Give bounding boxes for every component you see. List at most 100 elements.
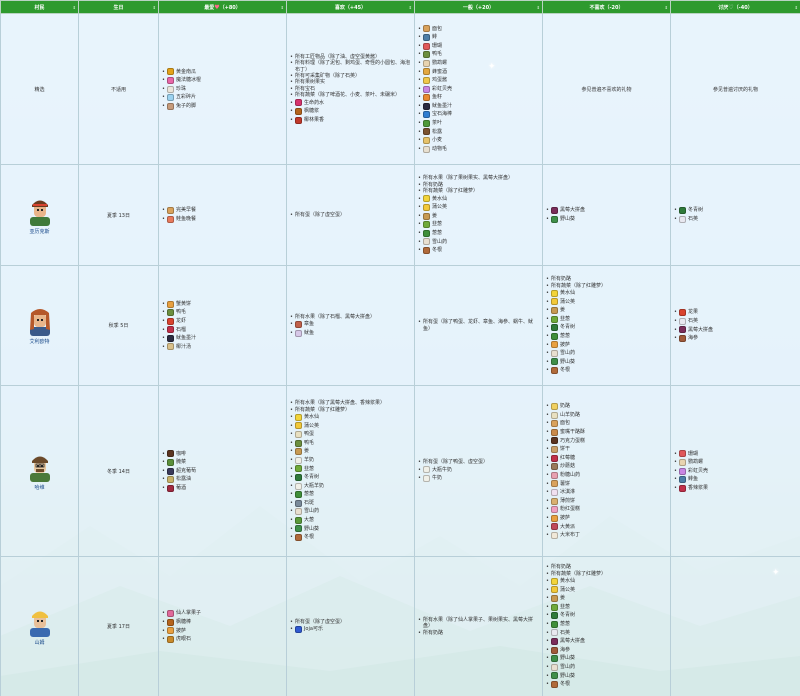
villager-name[interactable]: 艾利欧特 bbox=[29, 339, 50, 345]
villager-name[interactable]: 亚历克斯 bbox=[29, 228, 50, 235]
item-label[interactable]: 黑莓大拼盘 bbox=[559, 207, 585, 214]
item-label[interactable]: 黄金南瓜 bbox=[175, 68, 196, 75]
item-label[interactable]: 野山葵 bbox=[303, 525, 319, 532]
item-label[interactable]: 巧克力蛋糕 bbox=[559, 437, 585, 444]
column-header-villager[interactable]: 村民 ⇕ bbox=[0, 0, 79, 14]
item-label[interactable]: 羊奶 bbox=[303, 456, 314, 463]
item-label[interactable]: 冬根 bbox=[559, 367, 570, 374]
column-header-birthday[interactable]: 生日 ⇕ bbox=[78, 0, 159, 14]
item-label[interactable]: 鱼籽 bbox=[431, 94, 442, 101]
villager-portrait[interactable] bbox=[27, 452, 53, 482]
item-label[interactable]: 黄水仙 bbox=[559, 289, 575, 296]
item-label[interactable]: 鲱鱼 bbox=[687, 476, 698, 483]
item-label[interactable]: 饼干 bbox=[559, 446, 570, 453]
item-label[interactable]: 石英 bbox=[687, 317, 698, 324]
item-label[interactable]: 生命药水 bbox=[303, 99, 324, 106]
item-label[interactable]: 松露油 bbox=[175, 476, 191, 483]
villager-portrait[interactable] bbox=[27, 196, 53, 226]
item-label[interactable]: 冬青树 bbox=[559, 324, 575, 331]
item-label[interactable]: 大瓶牛奶 bbox=[431, 466, 452, 473]
item-label[interactable]: 粉糖山药 bbox=[559, 472, 580, 478]
item-label[interactable]: 面包 bbox=[431, 25, 442, 32]
item-label[interactable]: 珊瑚 bbox=[431, 42, 442, 49]
item-label[interactable]: 冬根 bbox=[559, 681, 570, 688]
villager-name[interactable]: 山姆 bbox=[34, 640, 45, 646]
item-label[interactable]: 大米布丁 bbox=[559, 532, 580, 539]
sort-icon[interactable]: ⇕ bbox=[536, 5, 540, 10]
villager-name[interactable]: 哈维 bbox=[34, 484, 45, 491]
item-label[interactable]: 蒲公英 bbox=[559, 586, 575, 593]
column-header-neutral[interactable]: 一般（+20） ⇕ bbox=[414, 0, 543, 14]
column-header-dislike[interactable]: 不喜欢（-20） ⇕ bbox=[542, 0, 671, 14]
item-label[interactable]: 姜 bbox=[559, 595, 565, 602]
column-header-like[interactable]: 喜欢（+45） ⇕ bbox=[286, 0, 415, 14]
item-label[interactable]: 披萨 bbox=[559, 514, 570, 521]
item-label[interactable]: 宝石海棒 bbox=[431, 111, 452, 118]
item-label[interactable]: 薯饼 bbox=[559, 480, 570, 487]
item-label[interactable]: 鸭毛 bbox=[175, 309, 186, 316]
item-label[interactable]: 鹦鹉螺 bbox=[687, 459, 703, 466]
item-label[interactable]: 鸭毛 bbox=[303, 439, 314, 446]
item-label[interactable]: 姜 bbox=[303, 448, 309, 455]
item-label[interactable]: 椰汁汤 bbox=[175, 343, 191, 350]
item-label[interactable]: 珊瑚 bbox=[687, 450, 698, 457]
item-label[interactable]: 薄煎饼 bbox=[559, 497, 575, 504]
item-label[interactable]: 葱葱 bbox=[431, 229, 442, 236]
item-label[interactable]: 冬根 bbox=[303, 534, 314, 541]
item-label[interactable]: 韭葱 bbox=[559, 603, 570, 610]
item-label[interactable]: 大葱 bbox=[303, 517, 314, 524]
item-label[interactable]: 动物毛 bbox=[431, 145, 447, 152]
item-label[interactable]: 鸡蛋酱 bbox=[431, 77, 447, 84]
item-label[interactable]: 韭葱 bbox=[559, 315, 570, 322]
item-label[interactable]: 蜜嘴干酪酥 bbox=[559, 429, 585, 436]
item-label[interactable]: 葱葱 bbox=[303, 491, 314, 498]
item-label[interactable]: 雪山药 bbox=[431, 238, 447, 245]
item-label[interactable]: 松露 bbox=[431, 128, 442, 135]
item-label[interactable]: 雪山药 bbox=[303, 508, 319, 515]
item-label[interactable]: 龙果 bbox=[687, 309, 698, 316]
item-label[interactable]: 鲱 bbox=[431, 34, 437, 41]
column-header-hate[interactable]: 讨厌 ♡（-40） ⇕ bbox=[670, 0, 800, 14]
item-label[interactable]: 雪山药 bbox=[559, 663, 575, 670]
item-label[interactable]: 魔法糖冰棍 bbox=[175, 77, 201, 84]
item-label[interactable]: 海参 bbox=[559, 646, 570, 653]
villager-portrait[interactable] bbox=[27, 607, 53, 637]
item-label[interactable]: 鱿鱼墨汁 bbox=[175, 335, 196, 342]
item-label[interactable]: 珍珠 bbox=[175, 85, 186, 92]
item-label[interactable]: 野山葵 bbox=[559, 216, 575, 222]
item-label[interactable]: 葡酒 bbox=[175, 484, 186, 491]
item-label[interactable]: 披萨 bbox=[559, 341, 570, 348]
item-label[interactable]: 野山葵 bbox=[559, 358, 575, 365]
item-label[interactable]: 鹦鹉螺 bbox=[431, 59, 447, 66]
item-label[interactable]: 完美早餐 bbox=[175, 207, 196, 214]
item-label[interactable]: 披萨 bbox=[175, 627, 186, 634]
item-label[interactable]: 海参 bbox=[687, 335, 698, 342]
item-label[interactable]: 蒲公英 bbox=[559, 298, 575, 305]
item-label[interactable]: 鱿鱼墨汁 bbox=[431, 102, 452, 109]
gift-note[interactable]: 参见普遍不喜欢的礼物 bbox=[581, 86, 632, 93]
item-label[interactable]: 韭葱 bbox=[303, 465, 314, 472]
item-label[interactable]: 仙人掌果子 bbox=[175, 610, 201, 617]
item-label[interactable]: 石斑 bbox=[303, 499, 314, 506]
item-label[interactable]: 五彩碎片 bbox=[175, 94, 196, 101]
item-label[interactable]: 野山葵 bbox=[559, 655, 575, 662]
item-label[interactable]: 红莓糖 bbox=[559, 454, 575, 461]
sort-icon[interactable]: ⇕ bbox=[408, 5, 412, 10]
sort-icon[interactable]: ⇕ bbox=[72, 5, 76, 10]
item-label[interactable]: 冬青树 bbox=[559, 612, 575, 619]
item-label[interactable]: 冰淇淋 bbox=[559, 489, 575, 496]
item-label[interactable]: 姜 bbox=[431, 212, 437, 219]
item-label[interactable]: 香辣浆果 bbox=[687, 484, 708, 491]
item-label[interactable]: 黄水仙 bbox=[559, 578, 575, 585]
item-label[interactable]: 雪山药 bbox=[559, 350, 575, 357]
item-label[interactable]: 冬根 bbox=[431, 247, 442, 254]
item-label[interactable]: 鱿鱼 bbox=[303, 329, 314, 336]
item-label[interactable]: 兔子的脚 bbox=[175, 102, 196, 109]
item-label[interactable]: 面包 bbox=[559, 420, 570, 427]
item-label[interactable]: 葱葱 bbox=[559, 332, 570, 339]
item-label[interactable]: 蒲公英 bbox=[303, 422, 319, 429]
item-label[interactable]: 野山葵 bbox=[559, 672, 575, 679]
item-label[interactable]: 奶酪 bbox=[559, 403, 570, 410]
item-label[interactable]: 石英 bbox=[687, 216, 698, 222]
villager-portrait[interactable] bbox=[27, 306, 53, 336]
